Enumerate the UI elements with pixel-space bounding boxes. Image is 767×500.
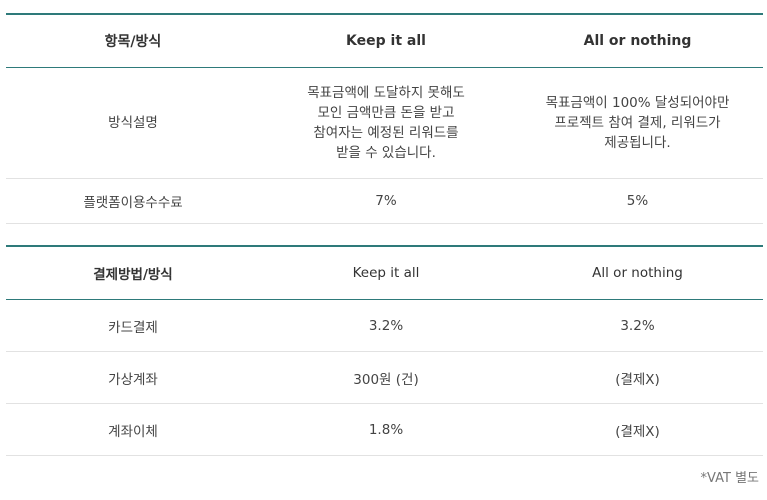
table-row-description: 방식설명 목표금액에 도달하지 못해도 모인 금액만큼 돈을 받고 참여자는 예… — [6, 67, 763, 179]
keep-it-all-fee: 300원 (건) — [260, 351, 512, 404]
table-header-row: 항목/방식 Keep it all All or nothing — [6, 14, 763, 68]
all-or-nothing-fee: 3.2% — [512, 299, 763, 352]
keep-it-all-fee: 1.8% — [260, 403, 512, 456]
payment-fee-table: 결제방법/방식 Keep it all All or nothing 카드결제 … — [6, 245, 763, 456]
header-keep-it-all: Keep it all — [260, 14, 512, 68]
table-row: 계좌이체 1.8% (결제X) — [6, 403, 763, 456]
payment-method-bank-transfer: 계좌이체 — [6, 403, 260, 456]
description-line: 받을 수 있습니다. — [336, 145, 436, 161]
header-keep-it-all: Keep it all — [260, 246, 512, 300]
description-line: 모인 금액만큼 돈을 받고 — [317, 105, 455, 121]
description-line: 목표금액이 100% 달성되어야만 — [545, 95, 730, 111]
all-or-nothing-fee: (결제X) — [512, 403, 763, 456]
description-line: 목표금액에 도달하지 못해도 — [307, 85, 465, 101]
description-line: 프로젝트 참여 결제, 리워드가 — [554, 115, 721, 131]
all-or-nothing-platform-fee: 5% — [512, 178, 763, 224]
all-or-nothing-description: 목표금액이 100% 달성되어야만 프로젝트 참여 결제, 리워드가 제공됩니다… — [512, 67, 763, 179]
table-row-platform-fee: 플랫폼이용수수료 7% 5% — [6, 178, 763, 224]
fee-comparison-table: 항목/방식 Keep it all All or nothing 방식설명 목표… — [6, 13, 763, 224]
description-line: 참여자는 예정된 리워드를 — [313, 125, 459, 141]
header-payment-method: 결제방법/방식 — [6, 246, 260, 300]
row-label-platform-fee: 플랫폼이용수수료 — [6, 178, 260, 224]
vat-note: *VAT 별도 — [700, 471, 759, 486]
header-all-or-nothing: All or nothing — [512, 14, 763, 68]
table-row: 가상계좌 300원 (건) (결제X) — [6, 351, 763, 404]
keep-it-all-description: 목표금액에 도달하지 못해도 모인 금액만큼 돈을 받고 참여자는 예정된 리워… — [260, 67, 512, 179]
table-header-row: 결제방법/방식 Keep it all All or nothing — [6, 246, 763, 300]
all-or-nothing-fee: (결제X) — [512, 351, 763, 404]
header-item-method: 항목/방식 — [6, 14, 260, 68]
header-all-or-nothing: All or nothing — [512, 246, 763, 300]
description-line: 제공됩니다. — [604, 135, 671, 151]
keep-it-all-fee: 3.2% — [260, 299, 512, 352]
payment-method-card: 카드결제 — [6, 299, 260, 352]
keep-it-all-platform-fee: 7% — [260, 178, 512, 224]
table-row: 카드결제 3.2% 3.2% — [6, 299, 763, 352]
payment-method-virtual-account: 가상계좌 — [6, 351, 260, 404]
row-label-description: 방식설명 — [6, 67, 260, 179]
